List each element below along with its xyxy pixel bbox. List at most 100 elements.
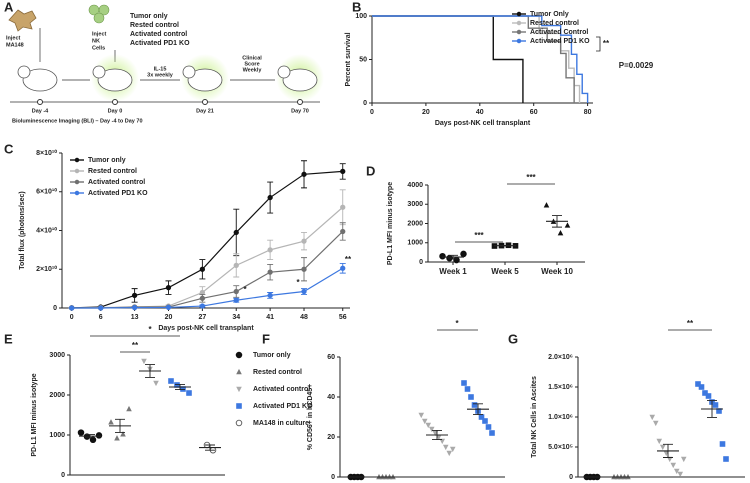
y-tick-label: 40 — [327, 394, 335, 401]
error-bar — [432, 429, 442, 441]
legend-label: Tumor Only — [530, 11, 569, 18]
y-axis-label: PD-L1 MFI minus isotype — [31, 373, 38, 456]
x-tick-label: 13 — [131, 314, 139, 321]
y-tick-label: 3000 — [407, 201, 423, 208]
panel-label: G — [508, 331, 518, 346]
axes — [61, 153, 350, 309]
mouse — [187, 68, 223, 92]
x-tick-label: Week 10 — [541, 267, 573, 276]
y-tick-label: 5.0×10⁵ — [548, 444, 573, 451]
error-bar — [448, 254, 458, 260]
y-tick-label: 8×10¹⁰ — [36, 149, 57, 157]
step-label: MA148 — [6, 42, 24, 48]
panel-label: C — [4, 141, 14, 156]
axes — [577, 357, 745, 478]
marker — [418, 412, 425, 419]
marker — [233, 297, 239, 303]
group-label: Activated control — [130, 31, 187, 38]
annotation: * — [148, 325, 152, 334]
marker — [464, 386, 471, 392]
y-tick-label: 100 — [355, 13, 367, 20]
marker — [516, 20, 522, 26]
marker — [659, 444, 666, 451]
marker — [174, 382, 180, 388]
error-bar — [205, 444, 215, 451]
marker — [677, 471, 684, 478]
marker — [267, 194, 273, 201]
y-tick-label: 0 — [569, 474, 573, 481]
time-point — [112, 99, 118, 105]
marker — [74, 179, 80, 185]
step-label: NK — [92, 38, 100, 44]
y-axis-label: PD-L1 MFI minus isotype — [387, 182, 394, 265]
marker — [95, 432, 103, 439]
x-tick-label: 80 — [584, 109, 592, 116]
x-tick-label: 34 — [232, 314, 240, 321]
annotation: * — [455, 319, 459, 328]
imaging-note: Bioluminescence Imaging (BLI) – Day -4 t… — [12, 118, 143, 124]
mice — [17, 65, 318, 92]
y-tick-label: 2×10¹⁰ — [36, 265, 57, 273]
day-label: Day 21 — [196, 108, 214, 114]
score: Clinical — [242, 55, 262, 61]
y-tick-label: 0 — [61, 472, 65, 479]
marker — [478, 414, 485, 420]
treatment: 3x weekly — [147, 72, 174, 78]
error-bar — [85, 434, 95, 439]
marker — [489, 430, 495, 436]
marker — [340, 168, 346, 175]
marker — [670, 462, 677, 469]
marker — [460, 250, 467, 258]
marker — [421, 418, 428, 425]
y-tick-label: 2000 — [49, 392, 65, 399]
y-tick-label: 20 — [327, 434, 335, 441]
marker — [439, 438, 446, 445]
x-tick-label: 20 — [165, 314, 173, 321]
error-bar — [145, 364, 155, 378]
legend-label: Rested control — [253, 369, 302, 376]
marker — [89, 436, 97, 444]
day-label: Day -4 — [32, 108, 49, 114]
marker — [485, 424, 492, 430]
panel-label: F — [262, 331, 270, 346]
annotation: ** — [687, 319, 694, 328]
schematic: A Inject MA148 Inject NK Cells Tumor onl… — [4, 0, 324, 124]
y-tick-label: 0 — [331, 474, 335, 481]
mouse — [97, 68, 133, 92]
annotation: * — [296, 278, 300, 287]
group-label: Tumor only — [130, 13, 168, 20]
y-tick-label: 1000 — [407, 240, 423, 247]
marker — [564, 222, 571, 228]
x-axis-label: Days post-NK cell transplant — [158, 325, 254, 332]
marker — [461, 380, 467, 386]
marker — [446, 450, 453, 457]
marker — [680, 456, 687, 463]
marker — [153, 380, 159, 387]
marker — [301, 288, 307, 295]
error-bar — [115, 418, 125, 433]
marker — [199, 266, 206, 272]
marker — [233, 229, 239, 236]
marker — [120, 431, 126, 437]
marker — [74, 190, 80, 196]
axes — [427, 185, 585, 263]
x-tick-label: Week 5 — [491, 267, 519, 276]
marker — [108, 419, 114, 425]
marker — [267, 247, 273, 253]
marker — [673, 468, 680, 475]
day-label: Day 70 — [291, 108, 309, 114]
y-tick-label: 4000 — [407, 182, 423, 189]
marker — [516, 11, 522, 17]
score: Weekly — [243, 67, 263, 73]
marker — [131, 304, 138, 311]
marker — [649, 414, 656, 421]
marker — [98, 305, 104, 311]
marker — [698, 384, 705, 390]
x-axis-label: Days post-NK cell transplant — [435, 120, 531, 127]
x-tick-label: 40 — [476, 109, 484, 116]
error-bar — [707, 400, 717, 418]
marker — [235, 351, 243, 359]
legend-label: Activated control — [253, 386, 310, 393]
marker — [442, 444, 449, 451]
